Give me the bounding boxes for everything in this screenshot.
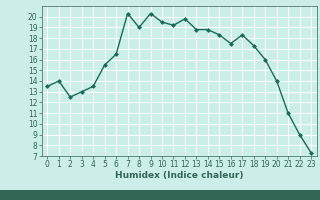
X-axis label: Humidex (Indice chaleur): Humidex (Indice chaleur) (115, 171, 244, 180)
